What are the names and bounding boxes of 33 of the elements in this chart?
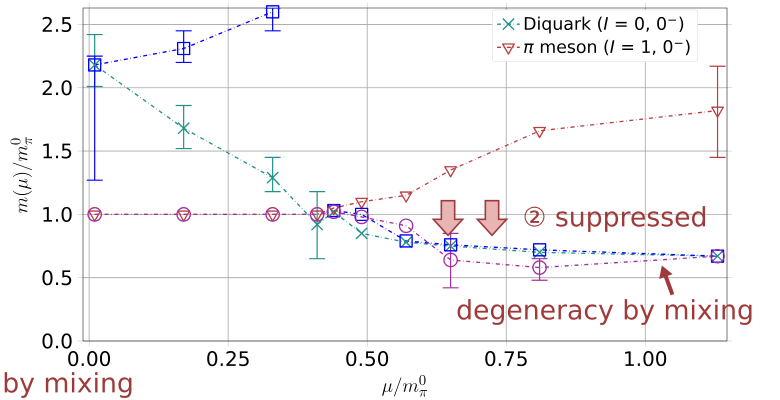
x-tick-label: 0.00	[68, 351, 110, 366]
point	[533, 246, 546, 259]
annotation: ② suppressed	[524, 206, 706, 232]
point	[176, 207, 191, 222]
point	[266, 5, 280, 18]
y-axis-title: $m(\mu)/m_{\pi}^{0}$	[10, 136, 32, 213]
legend-label: Diquark (I = 0, 0$^{−}$)	[524, 16, 684, 34]
point	[265, 207, 280, 222]
point	[355, 227, 368, 240]
y-tick-label: 2.5	[42, 16, 72, 32]
point	[532, 243, 546, 257]
point	[443, 252, 458, 268]
point	[87, 207, 102, 222]
y-tick-label: 1.5	[43, 144, 72, 159]
text: by mixing	[4, 372, 132, 398]
point	[310, 218, 324, 231]
legend-label: π meson (I = 1, 0$^{−}$)	[524, 40, 690, 56]
x-tick-label: 1.00	[625, 351, 666, 366]
point	[354, 210, 369, 224]
x-axis-title: $\mu/m_{\pi}^{0}$	[382, 375, 428, 397]
y-tick-label: 0.5	[42, 270, 72, 286]
x-tick-label: 0.50	[346, 351, 388, 366]
point	[310, 207, 324, 222]
x-tick-label: 0.25	[207, 351, 249, 366]
y-tick-label: 1.0	[43, 206, 72, 222]
point	[177, 122, 190, 135]
point	[176, 42, 190, 56]
point	[398, 218, 414, 234]
point	[354, 208, 368, 222]
x-tick-label: 0.75	[485, 351, 527, 366]
y-tick-label: 2.0	[42, 80, 72, 96]
y-tick-label: 0.0	[42, 333, 72, 349]
point	[266, 171, 279, 184]
